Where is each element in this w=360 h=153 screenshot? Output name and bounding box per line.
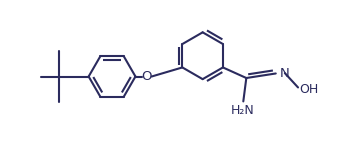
Text: N: N [280, 67, 289, 80]
Text: OH: OH [299, 83, 318, 96]
Text: O: O [141, 70, 152, 83]
Text: H₂N: H₂N [230, 104, 254, 117]
